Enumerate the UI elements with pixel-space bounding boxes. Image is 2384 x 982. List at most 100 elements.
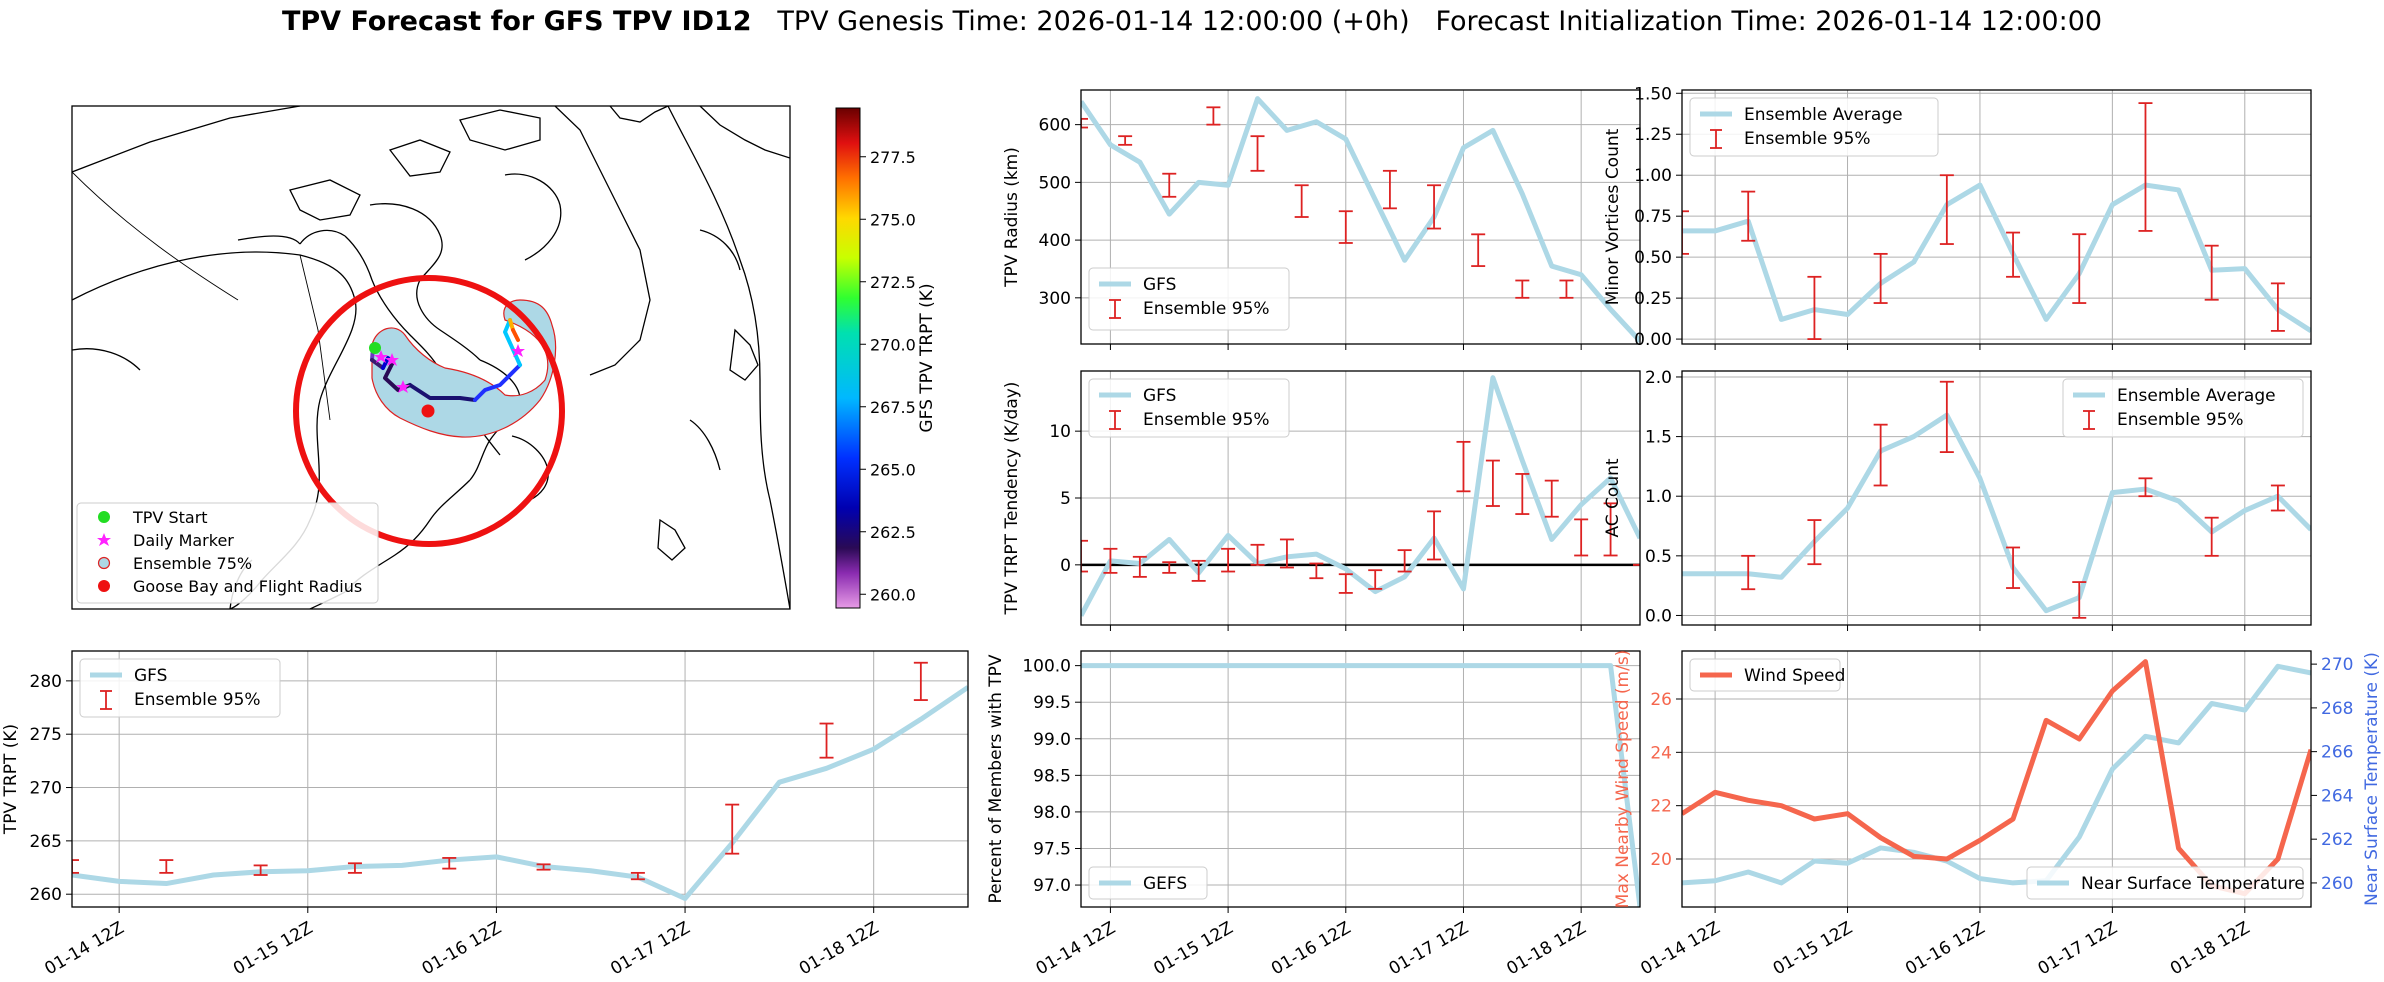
y2-axis-label: Near Surface Temperature (K) — [2362, 652, 2382, 906]
y-tick-label: 97.0 — [1033, 876, 1071, 896]
x-tick-label: 01-14 12Z — [1637, 918, 1723, 979]
legend-box — [2026, 866, 2304, 900]
legend-box — [1689, 97, 1939, 157]
legend-label: Ensemble Average — [1744, 105, 1903, 125]
plot-area — [1682, 651, 2311, 907]
series-line-ensemble-average — [1682, 412, 2311, 614]
y-tick-label: 97.5 — [1033, 839, 1071, 859]
y-tick-label: 100.0 — [1022, 657, 1071, 677]
figure-title: TPV Forecast for GFS TPV ID12 TPV Genesi… — [0, 6, 2384, 37]
legend-label: Ensemble 95% — [1143, 410, 1270, 430]
y2-tick-label: 264 — [2321, 786, 2353, 806]
y-axis-label: TPV TRPT (K) — [1, 724, 21, 835]
plot-content — [1081, 96, 1640, 343]
y-tick-label: 24 — [1650, 743, 1672, 763]
y-tick-label: 0.75 — [1634, 207, 1672, 227]
y2-tick-label: 270 — [2321, 655, 2353, 675]
y-tick-label: 1.25 — [1634, 125, 1672, 145]
legend-label: Ensemble 95% — [134, 690, 261, 710]
legend-label: Wind Speed — [1744, 666, 1845, 686]
y-tick-label: 98.0 — [1033, 803, 1071, 823]
x-tick-label: 01-17 12Z — [2035, 918, 2121, 979]
y-tick-label: 99.5 — [1033, 693, 1071, 713]
legend-label: GFS — [134, 666, 167, 686]
y-tick-label: 300 — [1039, 289, 1071, 309]
y-tick-label: 0.25 — [1634, 289, 1672, 309]
y-tick-label: 0.00 — [1634, 330, 1672, 350]
y-tick-label: 22 — [1650, 797, 1672, 817]
plot-content — [1682, 380, 2311, 619]
plot-frame — [1080, 89, 1641, 345]
figure-title-genesis: TPV Genesis Time: 2026-01-14 12:00:00 (+… — [777, 6, 1410, 37]
y-tick-label: 275 — [30, 725, 62, 745]
y-tick-label: 500 — [1039, 173, 1071, 193]
legend-box — [1088, 378, 1290, 438]
figure-title-init: Forecast Initialization Time: 2026-01-14… — [1435, 6, 2103, 37]
y-tick-label: 5 — [1060, 489, 1071, 509]
y-tick-label: 1.00 — [1634, 166, 1672, 186]
y-tick-label: 2.0 — [1645, 368, 1672, 388]
legend-box — [2062, 378, 2304, 438]
plot-frame — [71, 650, 969, 908]
legend-label: Near Surface Temperature — [2081, 874, 2305, 894]
plot-frame — [1681, 370, 2312, 626]
legend-box — [1689, 658, 1841, 692]
chart-legend: Ensemble Average Ensemble 95% — [1689, 97, 1939, 157]
series-line-gfs — [1081, 375, 1640, 617]
y-axis-label: TPV TRPT Tendency (K/day) — [1002, 382, 1022, 616]
legend-box — [79, 658, 281, 718]
plot-area — [1081, 651, 1640, 907]
chart-legend: GFS Ensemble 95% — [1088, 267, 1290, 331]
y-axis-label: AC Count — [1603, 458, 1623, 537]
legend-label: GEFS — [1143, 874, 1187, 894]
y-tick-label: 1.5 — [1645, 428, 1672, 448]
legend-label: Ensemble Average — [2117, 386, 2276, 406]
y-tick-label: 98.5 — [1033, 766, 1071, 786]
chart-legend: GFS Ensemble 95% — [1088, 378, 1290, 438]
y-tick-label: 270 — [30, 779, 62, 799]
legend-label: Ensemble 95% — [2117, 410, 2244, 430]
y2-tick-label: 266 — [2321, 743, 2353, 763]
plot-content — [72, 661, 968, 901]
y-axis-label: TPV Radius (km) — [1002, 147, 1022, 288]
plot-frame — [1080, 370, 1641, 626]
y-tick-label: 0 — [1060, 556, 1071, 576]
plot-frame — [1681, 89, 2312, 345]
y2-tick-label: 262 — [2321, 830, 2353, 850]
y2-tick-label: 260 — [2321, 874, 2353, 894]
series-line-ensemble-average — [1682, 182, 2311, 333]
chart-legend: Wind Speed — [1689, 658, 1845, 692]
y-tick-label: 265 — [30, 832, 62, 852]
y-axis-label: Percent of Members with TPV — [986, 654, 1006, 903]
y-tick-label: 1.0 — [1645, 487, 1672, 507]
y-tick-label: 20 — [1650, 850, 1672, 870]
y-axis-label: Minor Vortices Count — [1603, 128, 1623, 305]
series-line-gefs — [1081, 663, 1640, 907]
y-tick-label: 1.50 — [1634, 84, 1672, 104]
y-tick-label: 10 — [1049, 422, 1071, 442]
x-tick-label: 01-18 12Z — [2167, 918, 2253, 979]
series-line-gfs — [72, 685, 968, 901]
chart-legend: Ensemble Average Ensemble 95% — [2062, 378, 2304, 438]
legend-box — [1088, 866, 1208, 900]
y-tick-label: 260 — [30, 885, 62, 905]
y-tick-label: 99.0 — [1033, 730, 1071, 750]
chart-legend: GEFS — [1088, 866, 1208, 900]
y-tick-label: 0.50 — [1634, 248, 1672, 268]
y-tick-label: 26 — [1650, 690, 1672, 710]
chart-legend: Near Surface Temperature — [2026, 866, 2305, 900]
plot-frame — [1681, 650, 2312, 908]
series-line-near-surface-temperature — [1682, 663, 2311, 886]
y2-tick-label: 268 — [2321, 699, 2353, 719]
legend-label: Ensemble 95% — [1744, 129, 1871, 149]
plot-frame — [1080, 650, 1641, 908]
x-tick-label: 01-16 12Z — [1902, 918, 1988, 979]
plot-content — [1081, 663, 1640, 907]
